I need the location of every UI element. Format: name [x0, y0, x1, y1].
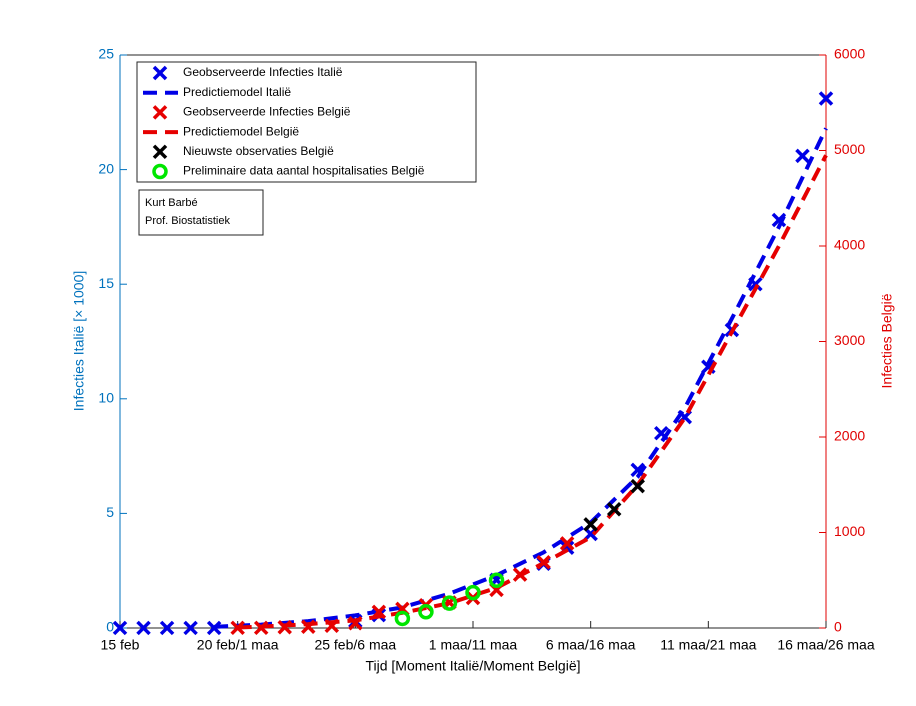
hospital-marker: [488, 572, 505, 588]
cross-stroke: [183, 620, 198, 636]
hospital-marker: [465, 584, 481, 601]
x-tick-label: 6 maa/16 maa: [546, 637, 636, 653]
hospital-marker: [441, 595, 458, 611]
cross-stroke: [795, 148, 810, 164]
annotation: Kurt Barbé: [145, 197, 198, 209]
cross-stroke: [748, 276, 763, 292]
observation-marker: [630, 478, 645, 494]
legend-label: Nieuwste observaties België: [183, 144, 334, 158]
cross-stroke: [206, 620, 222, 636]
cross-stroke: [559, 536, 575, 551]
cross-stroke: [583, 517, 598, 532]
hospital-marker: [394, 610, 411, 627]
cross-stroke: [654, 425, 669, 441]
legend-swatch: [152, 144, 168, 160]
cross-stroke: [159, 620, 175, 636]
observation-marker: [159, 620, 175, 636]
y-tick-label: 5: [106, 504, 114, 520]
legend-label: Predictiemodel België: [183, 124, 299, 138]
observation-marker: [136, 620, 151, 636]
observation-marker: [183, 620, 198, 636]
legend-box: [136, 61, 477, 183]
x-tick-label: 16 maa/26 maa: [777, 637, 874, 653]
y-tick-label: 25: [98, 46, 114, 62]
cross-stroke: [136, 620, 151, 636]
cross-stroke: [630, 462, 645, 478]
x-axis-label: Tijd [Moment Italië/Moment België]: [365, 658, 580, 674]
model-line: [237, 154, 828, 630]
x-tick-label: 15 feb: [101, 637, 140, 653]
y-tick-label: 10: [98, 390, 114, 406]
y2-tick-label: 4000: [834, 237, 865, 253]
cross-stroke: [630, 478, 645, 494]
observation-marker: [818, 91, 834, 106]
observation-marker: [559, 536, 575, 551]
legend-swatch: [152, 163, 168, 180]
cross-stroke: [112, 620, 128, 636]
x-tick-label: 1 maa/11 maa: [429, 637, 518, 653]
observation-marker: [606, 502, 622, 517]
y2-tick-label: 6000: [834, 46, 865, 62]
y2-tick-label: 5000: [834, 141, 865, 157]
model-line: [214, 127, 828, 629]
y2-tick-label: 2000: [834, 428, 865, 444]
y2-axis-label: Infecties België: [879, 293, 895, 388]
annotation: Prof. Biostatistiek: [145, 215, 230, 227]
observation-marker: [795, 148, 810, 164]
cross-stroke: [818, 91, 834, 106]
y-tick-label: 15: [98, 275, 114, 291]
observation-marker: [206, 620, 222, 636]
cross-stroke: [230, 620, 245, 636]
y2-tick-label: 1000: [834, 523, 865, 539]
hospital-marker: [418, 604, 434, 620]
x-tick-label: 25 feb/6 maa: [314, 637, 396, 653]
legend: Geobserveerde Infecties Italië Predictiem…: [136, 61, 477, 183]
x-tick-label: 20 feb/1 maa: [197, 637, 279, 653]
legend-label: Predictiemodel Italië: [183, 85, 291, 99]
y-axis-label: Infecties Italië [× 1000]: [71, 271, 87, 411]
cross-stroke: [152, 144, 168, 160]
legend-swatch: [152, 65, 168, 81]
x-tick-label: 11 maa/21 maa: [660, 637, 756, 653]
cross-stroke: [152, 65, 168, 81]
y-tick-label: 20: [98, 160, 114, 176]
observation-marker: [230, 620, 245, 636]
cross-stroke: [701, 359, 716, 374]
y2-tick-label: 0: [834, 619, 842, 635]
y-tick-label: 0: [106, 619, 114, 635]
legend-label: Geobserveerde Infecties België: [183, 105, 351, 119]
cross-stroke: [152, 105, 168, 120]
legend-label: Preliminaire data aantal hospitalisaties…: [183, 164, 425, 178]
cross-stroke: [606, 502, 622, 517]
annotation-box: [138, 189, 264, 236]
y2-tick-label: 3000: [834, 332, 865, 348]
observation-marker: [112, 620, 128, 636]
observation-marker: [583, 517, 598, 532]
legend-label: Geobserveerde Infecties Italië: [183, 65, 343, 79]
legend-swatch: [152, 105, 168, 120]
